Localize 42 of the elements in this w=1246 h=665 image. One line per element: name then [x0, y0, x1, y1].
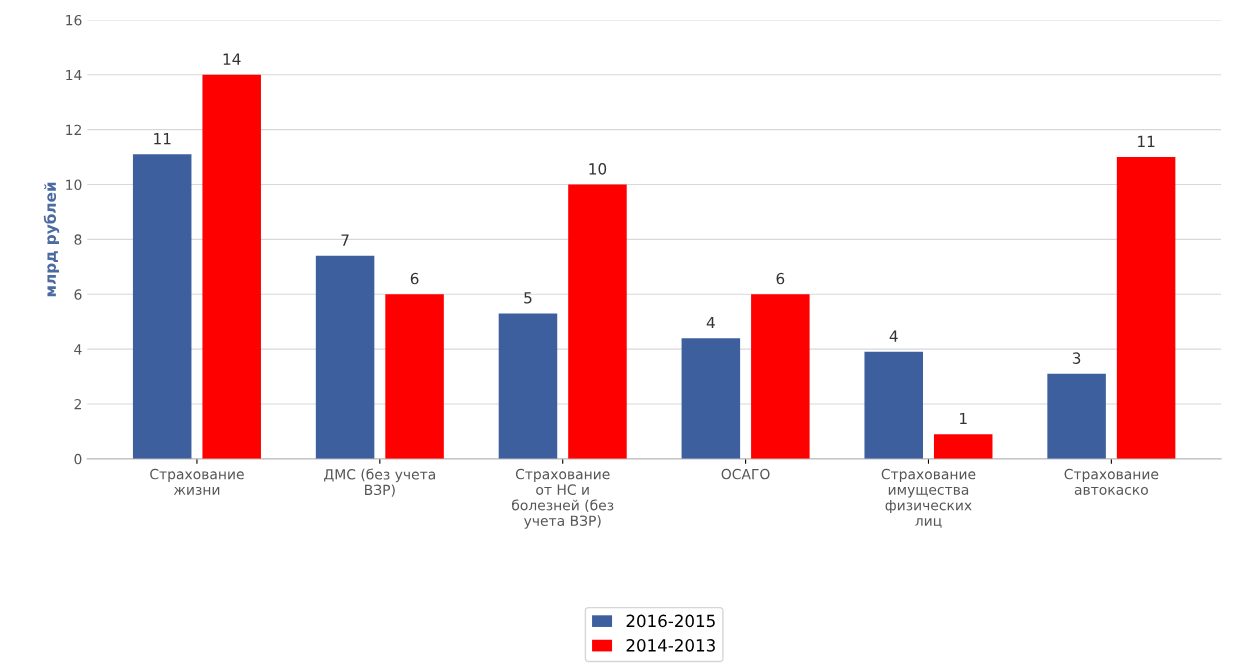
y-axis-title: млрд рублей — [43, 182, 60, 297]
bar — [498, 313, 558, 459]
y-tick-label: 14 — [66, 69, 82, 81]
bar — [933, 434, 993, 459]
bar — [1116, 157, 1176, 459]
x-tick-label: ДМС (без учета ВЗР) — [324, 468, 435, 497]
y-tick-label: 2 — [74, 398, 81, 410]
data-label: 11 — [154, 133, 171, 145]
legend-label: 2014-2013 — [626, 639, 715, 652]
data-label: 5 — [524, 292, 532, 304]
y-tick-label: 8 — [74, 234, 82, 245]
y-tick-label: 10 — [66, 179, 82, 191]
x-tick-label: Страхование от НС и болезней (без учета ВЗР) — [512, 468, 614, 529]
data-label: 10 — [589, 163, 607, 175]
bar — [132, 154, 192, 459]
data-label: 11 — [1138, 135, 1155, 147]
y-tick-label: 16 — [66, 14, 82, 26]
bar — [315, 255, 375, 459]
y-tick-label: 4 — [74, 344, 82, 355]
data-label: 14 — [223, 53, 241, 65]
bar — [681, 338, 741, 459]
data-label: 4 — [706, 316, 715, 329]
bar — [751, 294, 810, 459]
bar — [568, 184, 627, 459]
data-label: 6 — [776, 272, 785, 285]
x-tick-label: Страхование автокаско — [1064, 468, 1159, 495]
legend-label: 2016-2015 — [626, 614, 715, 628]
data-label: 4 — [889, 330, 898, 342]
bar — [385, 294, 444, 459]
y-tick-label: 6 — [74, 289, 82, 300]
data-label: 7 — [341, 234, 349, 246]
y-tick-label: 12 — [66, 124, 81, 135]
data-label: 3 — [1072, 352, 1081, 364]
x-tick-label: Страхование жизни — [150, 468, 244, 495]
x-tick-label: Страхование имущества физических лиц — [881, 468, 976, 528]
bar — [864, 351, 923, 459]
y-tick-label: 0 — [74, 453, 82, 465]
bar — [1047, 373, 1106, 459]
bar — [202, 74, 261, 459]
data-label: 1 — [960, 412, 967, 425]
data-label: 6 — [410, 272, 419, 285]
x-tick-label: ОСАГО — [721, 468, 770, 480]
